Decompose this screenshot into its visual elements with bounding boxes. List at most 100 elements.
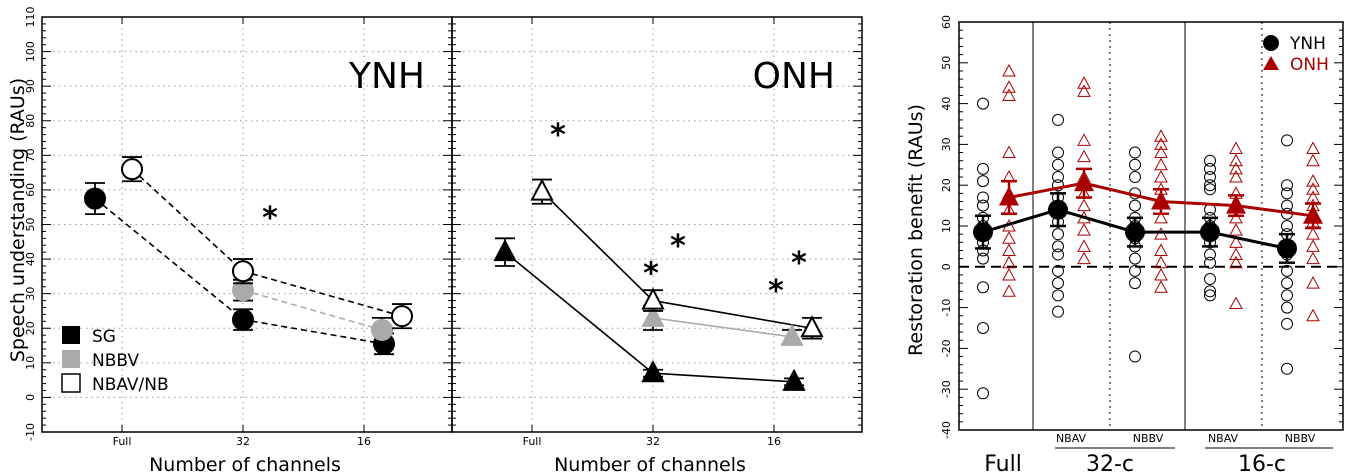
plot-frame bbox=[958, 21, 1344, 431]
mean-point-ynh bbox=[973, 222, 993, 243]
tick-label-y: -40 bbox=[940, 421, 953, 439]
individual-point-ynh bbox=[1052, 171, 1064, 184]
group-label: 16-c bbox=[1238, 452, 1286, 474]
individual-point-onh bbox=[1002, 231, 1016, 244]
individual-point-ynh bbox=[1129, 146, 1141, 159]
series-line-nbbv bbox=[652, 317, 793, 338]
tick-label-x: 16 bbox=[767, 435, 781, 448]
tick-label-y: 40 bbox=[940, 97, 953, 111]
individual-point-ynh bbox=[977, 387, 989, 400]
individual-point-ynh bbox=[1052, 248, 1064, 261]
individual-point-onh bbox=[1077, 251, 1091, 265]
individual-point-onh bbox=[1306, 190, 1320, 203]
individual-point-onh bbox=[1154, 243, 1168, 256]
mean-point-ynh bbox=[1048, 199, 1068, 220]
significance-asterisk: * bbox=[791, 246, 807, 281]
individual-point-ynh bbox=[1281, 362, 1293, 375]
mean-point-ynh bbox=[1125, 222, 1145, 243]
individual-point-ynh bbox=[1204, 256, 1216, 269]
x-axis-title-1: Number of channels bbox=[149, 454, 341, 474]
individual-point-onh bbox=[1306, 153, 1320, 167]
data-point-nbavnb bbox=[800, 315, 824, 338]
data-point-sg bbox=[493, 239, 517, 262]
legend-marker-ynh bbox=[1263, 35, 1279, 51]
individual-point-onh bbox=[1002, 88, 1016, 101]
individual-point-onh bbox=[1229, 153, 1243, 167]
individual-point-ynh bbox=[977, 162, 989, 175]
individual-point-onh bbox=[1154, 169, 1168, 183]
individual-point-ynh bbox=[1129, 350, 1141, 363]
mean-point-onh bbox=[1151, 190, 1171, 210]
tick-label-y: -20 bbox=[940, 339, 953, 357]
individual-point-onh bbox=[1229, 161, 1243, 175]
individual-point-onh bbox=[1229, 296, 1243, 310]
tick-label-y: -10 bbox=[24, 423, 37, 441]
individual-point-ynh bbox=[1129, 277, 1141, 290]
legend-label-sg: SG bbox=[92, 327, 116, 347]
tick-label-y: -10 bbox=[940, 299, 953, 317]
individual-point-onh bbox=[1002, 255, 1016, 269]
tick-label-y: 50 bbox=[24, 218, 37, 232]
individual-point-ynh bbox=[1052, 240, 1064, 253]
individual-point-onh bbox=[1229, 169, 1243, 183]
tick-label-y: 60 bbox=[940, 15, 953, 29]
tick-label-y: 0 bbox=[24, 394, 37, 401]
panel-label-ynh: YNH bbox=[348, 56, 425, 97]
individual-point-onh bbox=[1306, 308, 1320, 322]
mean-point-onh bbox=[1226, 194, 1246, 214]
individual-point-ynh bbox=[1052, 289, 1064, 302]
individual-point-ynh bbox=[1281, 179, 1293, 192]
individual-point-onh bbox=[1229, 223, 1243, 236]
significance-asterisk: * bbox=[262, 201, 278, 236]
individual-point-onh bbox=[1306, 251, 1320, 265]
legend-restoration: YNH ONH bbox=[1263, 34, 1329, 75]
individual-point-onh bbox=[1002, 267, 1016, 281]
individual-point-onh bbox=[1154, 137, 1168, 150]
individual-point-ynh bbox=[1204, 162, 1216, 175]
tick-label-x: Full bbox=[113, 435, 132, 448]
significance-asterisk: * bbox=[768, 274, 784, 309]
legend-label-onh: ONH bbox=[1290, 55, 1329, 75]
panel-label-onh: ONH bbox=[753, 56, 835, 97]
individual-point-ynh bbox=[1204, 154, 1216, 167]
individual-point-onh bbox=[1154, 227, 1168, 240]
legend-label-nbbv: NBBV bbox=[92, 351, 140, 371]
panel-restoration: -40 -30 -20 -10 0 10 20 30 40 50 60 NBAV NBBV NBAV NBB… bbox=[940, 15, 1344, 474]
mean-point-onh bbox=[1074, 172, 1094, 192]
individual-point-ynh bbox=[977, 175, 989, 188]
individual-point-ynh bbox=[1281, 301, 1293, 314]
individual-point-onh bbox=[1154, 145, 1168, 159]
legend-marker-onh bbox=[1263, 56, 1279, 70]
individual-point-onh bbox=[1002, 145, 1016, 159]
x-axis-title-2: Number of channels bbox=[554, 454, 746, 474]
individual-point-onh bbox=[1154, 255, 1168, 269]
data-point-sg bbox=[782, 368, 806, 391]
individual-point-ynh bbox=[977, 199, 989, 212]
subgroup-label: NBAV bbox=[1056, 432, 1087, 445]
individual-point-ynh bbox=[1204, 248, 1216, 261]
tick-label-y: 40 bbox=[24, 252, 37, 266]
tick-label-y: 10 bbox=[24, 356, 37, 370]
individual-point-ynh bbox=[1281, 317, 1293, 330]
individual-point-ynh bbox=[1281, 289, 1293, 302]
legend-label-nbav: NBAV/NB bbox=[92, 375, 169, 395]
individual-point-ynh bbox=[1281, 220, 1293, 232]
individual-point-ynh bbox=[977, 97, 989, 110]
individual-point-ynh bbox=[1204, 183, 1216, 196]
y-axis-title-speech: Speech understanding (RAUs) bbox=[7, 78, 29, 362]
individual-point-onh bbox=[1002, 284, 1016, 297]
individual-point-onh bbox=[1077, 76, 1091, 89]
data-point-sg bbox=[232, 308, 254, 331]
individual-point-onh bbox=[1229, 247, 1243, 261]
significance-asterisk: * bbox=[550, 118, 566, 153]
individual-point-onh bbox=[1306, 276, 1320, 289]
individual-point-onh bbox=[1154, 210, 1168, 224]
tick-label-y: 0 bbox=[940, 263, 953, 270]
individual-point-ynh bbox=[1052, 146, 1064, 159]
individual-point-onh bbox=[1306, 174, 1320, 187]
individual-point-onh bbox=[1002, 243, 1016, 256]
tick-label-x: Full bbox=[523, 435, 542, 448]
mean-point-onh bbox=[999, 186, 1019, 206]
individual-point-onh bbox=[1306, 141, 1320, 154]
